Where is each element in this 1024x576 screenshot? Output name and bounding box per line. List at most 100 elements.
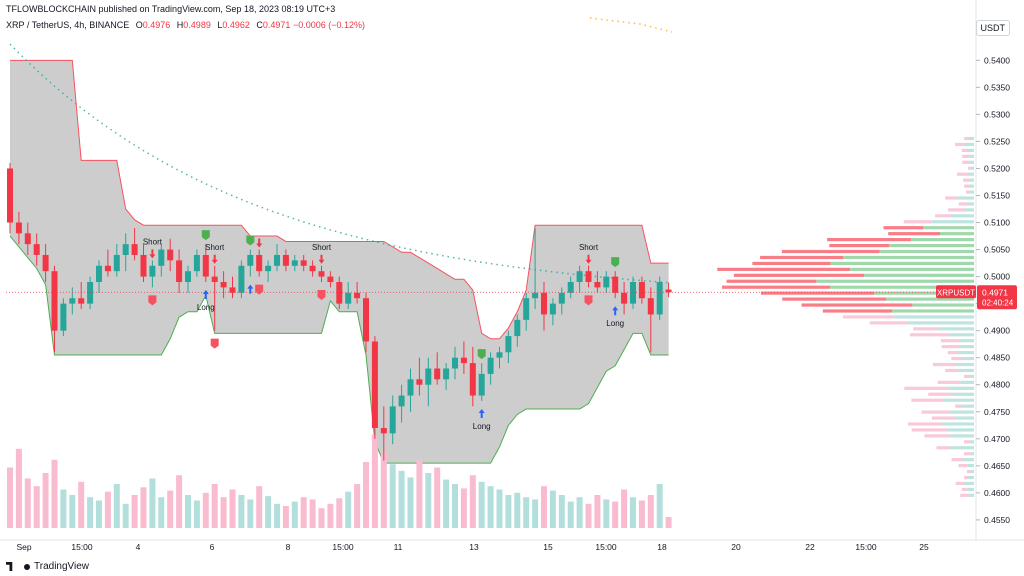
symbol-name[interactable]: XRP / TetherUS, 4h, BINANCE <box>6 20 130 30</box>
volume-profile-sell-bar <box>947 208 965 212</box>
x-tick-label: Sep <box>16 542 31 552</box>
volume-profile-buy-bar <box>912 303 974 307</box>
y-tick-label: 0.4650 <box>984 461 1010 471</box>
short-arrow-icon <box>256 238 263 248</box>
y-tick-label: 0.5000 <box>984 272 1010 282</box>
volume-profile-sell-bar <box>964 452 971 456</box>
buy-marker-icon <box>477 349 486 360</box>
moving-average-line <box>9 43 669 284</box>
volume-profile-sell-bar <box>951 356 963 361</box>
volume-profile-buy-bar <box>850 267 974 271</box>
price-tag-value: 0.4971 <box>982 287 1008 297</box>
buy-marker-icon <box>611 257 620 268</box>
volume-profile-sell-bar <box>827 238 911 242</box>
volume-profile-sell-bar <box>964 136 970 141</box>
low-value: 0.4962 <box>222 20 250 30</box>
volume-profile-sell-bar <box>960 493 969 497</box>
volume-bar <box>549 490 556 528</box>
price-tag-countdown: 02:40:24 <box>982 298 1014 307</box>
volume-bar <box>247 499 254 528</box>
volume-profile-sell-bar <box>964 475 969 480</box>
candle-body <box>78 298 85 304</box>
volume-profile-sell-bar <box>945 368 959 373</box>
volume-bar <box>567 501 574 528</box>
volume-profile-buy-bar <box>969 178 974 182</box>
volume-profile-buy-bar <box>874 291 974 295</box>
volume-bar <box>158 497 165 528</box>
volume-bar <box>318 508 325 528</box>
volume-profile-buy-bar <box>956 196 974 200</box>
volume-bar <box>532 499 539 528</box>
volume-bar <box>220 497 227 528</box>
y-tick-label: 0.4850 <box>984 353 1010 363</box>
volume-profile-buy-bar <box>830 285 974 289</box>
stop-channel-upper <box>10 59 669 340</box>
candle-body <box>24 233 31 245</box>
tradingview-brand[interactable]: TradingView <box>6 561 89 572</box>
volume-profile-buy-bar <box>950 434 974 438</box>
volume-profile-sell-bar <box>947 351 959 355</box>
volume-profile-sell-bar <box>932 362 956 367</box>
volume-profile-sell-bar <box>888 232 940 236</box>
y-tick-label: 0.4600 <box>984 488 1010 498</box>
volume-profile-buy-bar <box>968 475 974 480</box>
volume-profile-sell-bar <box>961 148 967 153</box>
volume-profile-sell-bar <box>963 178 970 182</box>
volume-profile-buy-bar <box>950 410 974 414</box>
volume-profile-sell-bar <box>752 261 831 266</box>
brand-name: TradingView <box>34 561 90 572</box>
volume-bar <box>7 467 13 528</box>
volume-profile-buy-bar <box>894 315 974 319</box>
volume-bar <box>327 503 334 528</box>
volume-bar <box>452 484 458 528</box>
volume-profile-buy-bar <box>970 469 974 474</box>
close-value: 0.4971 <box>262 20 291 30</box>
volume-profile-sell-bar <box>903 220 932 224</box>
volume-bar <box>300 497 307 528</box>
low-label: L <box>217 20 223 30</box>
volume-profile-buy-bar <box>967 487 974 492</box>
volume-bar <box>612 501 619 528</box>
y-tick-label: 0.5300 <box>984 109 1010 119</box>
volume-profile-buy-bar <box>939 232 974 236</box>
buy-marker-icon <box>201 230 210 241</box>
volume-profile-buy-bar <box>968 493 974 497</box>
symbol-info[interactable]: XRP / TetherUS, 4h, BINANCE O0.4976 H0.4… <box>6 20 365 30</box>
candle-body <box>541 292 547 315</box>
volume-profile-sell-bar <box>951 458 963 462</box>
volume-profile-buy-bar <box>931 220 974 224</box>
volume-bar <box>647 495 654 528</box>
candle-body <box>69 298 76 304</box>
y-tick-label: 0.5400 <box>984 55 1010 65</box>
volume-bar <box>603 499 610 528</box>
volume-profile-buy-bar <box>949 446 974 450</box>
volume-profile-sell-bar <box>869 321 908 325</box>
candle-body <box>131 244 138 255</box>
candle-body <box>176 260 183 282</box>
y-tick-label: 0.5150 <box>984 190 1010 200</box>
volume-profile-sell-bar <box>964 184 970 188</box>
long-signal-label: Long <box>606 319 624 328</box>
candle-body <box>425 368 432 385</box>
volume-bar <box>238 495 245 528</box>
candle-body <box>345 292 352 304</box>
volume-profile-buy-bar <box>962 404 974 408</box>
volume-profile-buy-bar <box>923 226 974 230</box>
volume-bar <box>460 488 467 528</box>
volume-bar <box>78 481 85 528</box>
y-tick-label: 0.5100 <box>984 218 1010 228</box>
volume-profile-sell-bar <box>733 273 865 277</box>
currency-button[interactable]: USDT <box>975 20 1010 36</box>
candle-body <box>478 373 485 396</box>
volume-profile-buy-bar <box>958 368 974 373</box>
volume-profile-buy-bar <box>969 190 974 194</box>
x-tick-label: 4 <box>136 542 141 552</box>
volume-profile-sell-bar <box>964 374 970 379</box>
sell-marker-icon <box>584 295 593 306</box>
volume-bar <box>585 503 592 528</box>
volume-bar <box>523 497 530 528</box>
candle-body <box>15 222 22 234</box>
symbol-tag-text: XRPUSDT <box>937 288 975 297</box>
volume-bar <box>60 489 67 528</box>
